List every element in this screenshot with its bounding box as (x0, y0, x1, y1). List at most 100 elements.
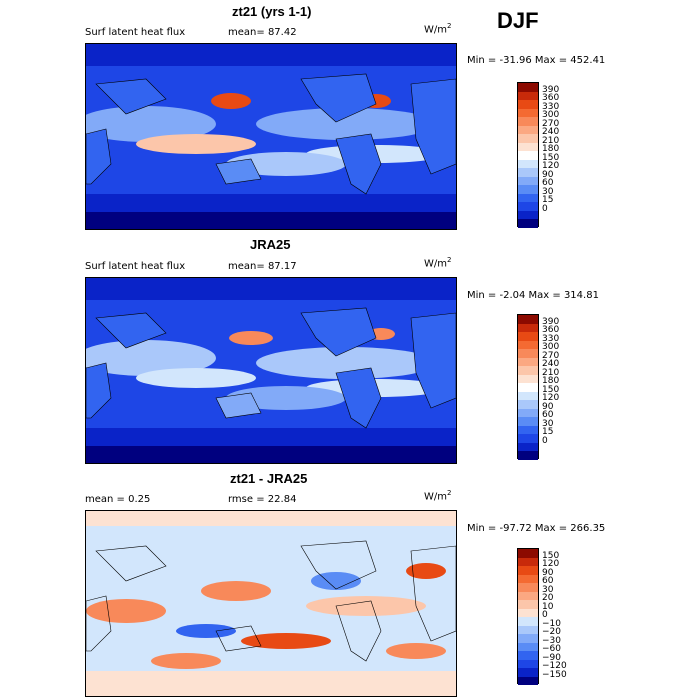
panel2-stat-value: 87.17 (267, 261, 297, 272)
panel1-stat-value: 87.42 (267, 27, 297, 38)
colorbar-swatch (518, 357, 538, 366)
colorbar-tick-label: 270 (542, 350, 560, 361)
colorbar-swatch (518, 323, 538, 332)
colorbar-swatch (518, 83, 538, 92)
colorbar-tick-label: 330 (542, 101, 560, 112)
colorbar-tick-label: 210 (542, 135, 560, 146)
panel1-map-svg (86, 44, 456, 229)
colorbar-tick-label: −120 (542, 661, 567, 671)
colorbar-tick-label: 360 (542, 325, 560, 335)
colorbar-tick-label: 90 (542, 567, 554, 578)
panel2-unit: W/m2 (424, 256, 452, 270)
colorbar-tick-label: −30 (542, 635, 561, 646)
panel3-minmax: Min = -97.72 Max = 266.35 (467, 523, 606, 534)
colorbar-swatch (518, 168, 538, 177)
panel3-map (85, 510, 457, 697)
colorbar-tick-label: −90 (542, 652, 561, 663)
panel2-minmax: Min = -2.04 Max = 314.81 (467, 290, 599, 301)
colorbar-swatch (518, 425, 538, 434)
colorbar-swatch (518, 434, 538, 443)
colorbar-tick-label: 30 (542, 186, 554, 197)
panel1-stat-label: mean= 87.42 (228, 27, 297, 38)
colorbar-tick-label: 0 (542, 610, 548, 620)
panel2-stat-label: mean= 87.17 (228, 261, 297, 272)
panel3-mean-label: mean = 0.25 (85, 494, 151, 505)
colorbar-swatch (518, 134, 538, 143)
colorbar-swatch (518, 668, 538, 677)
colorbar-swatch (518, 210, 538, 219)
colorbar-tick-label: 90 (542, 169, 554, 180)
colorbar-tick-label: 0 (542, 203, 548, 214)
colorbar-swatch (518, 442, 538, 451)
colorbar-tick-label: 270 (542, 118, 560, 129)
colorbar-tick-label: 300 (542, 110, 560, 120)
colorbar-swatch (518, 625, 538, 634)
colorbar-tick-label: 180 (542, 144, 560, 154)
panel1-unit: W/m2 (424, 22, 452, 36)
colorbar-swatch (518, 383, 538, 392)
colorbar-tick-label: 60 (542, 410, 554, 420)
colorbar-swatches (517, 82, 539, 228)
colorbar-swatch (518, 634, 538, 643)
panel3-unit: W/m2 (424, 489, 452, 503)
colorbar-swatch (518, 591, 538, 600)
colorbar-tick-label: 150 (542, 152, 560, 163)
colorbar-swatch (518, 117, 538, 126)
colorbar-swatch (518, 366, 538, 375)
colorbar-tick-label: −20 (542, 627, 561, 637)
panel1-title: zt21 (yrs 1-1) (232, 4, 312, 19)
panel1-map (85, 43, 457, 230)
colorbar-swatch (518, 108, 538, 117)
colorbar-tick-label: 360 (542, 93, 560, 103)
colorbar-tick-label: 30 (542, 584, 554, 595)
colorbar-tick-label: 150 (542, 384, 560, 395)
colorbar-swatches (517, 548, 539, 685)
colorbar-tick-label: 15 (542, 195, 554, 205)
panel1-variable-label: Surf latent heat flux (85, 27, 186, 38)
colorbar-swatch (518, 642, 538, 651)
colorbar-swatch (518, 566, 538, 575)
colorbar-swatch (518, 340, 538, 349)
colorbar-tick-label: −60 (542, 644, 561, 654)
colorbar-swatch (518, 391, 538, 400)
panel2-title: JRA25 (250, 237, 291, 252)
colorbar-swatch (518, 125, 538, 134)
colorbar-tick-label: 300 (542, 342, 560, 352)
colorbar-swatch (518, 151, 538, 160)
colorbar-swatch (518, 617, 538, 626)
colorbar-swatch (518, 659, 538, 668)
colorbar-tick-label: 0 (542, 435, 548, 446)
colorbar-tick-label: 180 (542, 376, 560, 386)
colorbar-swatch (518, 193, 538, 202)
colorbar-tick-label: 20 (542, 593, 554, 603)
colorbar-swatch (518, 91, 538, 100)
panel3-stat-value: 22.84 (267, 494, 297, 505)
colorbar-tick-label: 240 (542, 359, 560, 369)
colorbar-tick-label: −150 (542, 669, 567, 680)
colorbar-tick-label: 60 (542, 576, 554, 586)
colorbar-swatch (518, 676, 538, 685)
colorbar-swatch (518, 451, 538, 460)
colorbar-swatches (517, 314, 539, 460)
colorbar-tick-label: 330 (542, 333, 560, 344)
colorbar-swatch (518, 185, 538, 194)
colorbar-swatch (518, 349, 538, 358)
colorbar-tick-label: 10 (542, 601, 554, 612)
panel2-variable-label: Surf latent heat flux (85, 261, 186, 272)
colorbar-tick-label: 15 (542, 427, 554, 437)
colorbar-swatch (518, 651, 538, 660)
colorbar-swatch (518, 219, 538, 228)
colorbar-swatch (518, 374, 538, 383)
colorbar-swatch (518, 202, 538, 211)
colorbar-swatch (518, 332, 538, 341)
panel3-map-svg (86, 511, 456, 696)
colorbar-tick-label: 240 (542, 127, 560, 137)
colorbar-tick-label: −10 (542, 618, 561, 629)
colorbar-tick-label: 30 (542, 418, 554, 429)
panel3-stat-label: rmse = 22.84 (228, 494, 297, 505)
colorbar-swatch (518, 583, 538, 592)
colorbar-tick-label: 150 (542, 550, 560, 561)
colorbar-swatch (518, 400, 538, 409)
panel2-map (85, 277, 457, 464)
colorbar-swatch (518, 142, 538, 151)
